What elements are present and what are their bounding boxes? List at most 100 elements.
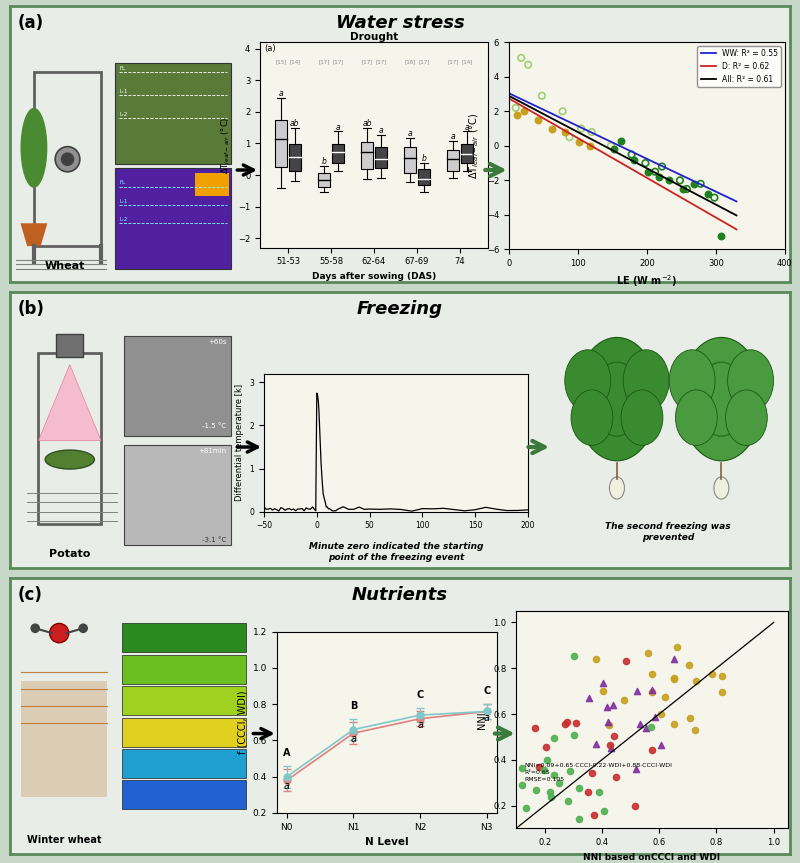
Point bbox=[515, 51, 528, 65]
Point bbox=[618, 694, 630, 708]
Point bbox=[608, 729, 621, 743]
Point bbox=[598, 803, 610, 817]
Point bbox=[545, 122, 558, 135]
Point bbox=[676, 182, 689, 196]
Text: +60s: +60s bbox=[208, 338, 226, 344]
Text: [17]: [17] bbox=[332, 59, 343, 64]
Text: [17]: [17] bbox=[375, 59, 386, 64]
Point bbox=[562, 794, 574, 808]
Polygon shape bbox=[38, 364, 101, 440]
Point bbox=[602, 718, 615, 732]
Point bbox=[518, 104, 530, 118]
Point bbox=[515, 778, 528, 792]
Ellipse shape bbox=[679, 337, 763, 461]
Point bbox=[547, 768, 560, 782]
Point bbox=[530, 784, 542, 797]
Point bbox=[510, 108, 523, 122]
Point bbox=[667, 652, 680, 665]
Point bbox=[619, 654, 632, 668]
Legend: WW: R² = 0.55, D: R² = 0.62, All: R² = 0.61: WW: R² = 0.55, D: R² = 0.62, All: R² = 0… bbox=[698, 46, 781, 87]
X-axis label: NNI based onCCCI and WDI: NNI based onCCCI and WDI bbox=[583, 853, 721, 862]
Point bbox=[655, 707, 668, 721]
Y-axis label: NNI: NNI bbox=[478, 711, 487, 728]
Point bbox=[646, 685, 658, 699]
Point bbox=[519, 801, 532, 815]
Point bbox=[606, 698, 619, 712]
Text: [17]: [17] bbox=[318, 59, 330, 64]
Point bbox=[667, 671, 680, 685]
Point bbox=[531, 113, 544, 127]
Text: ab: ab bbox=[362, 119, 372, 129]
FancyBboxPatch shape bbox=[123, 337, 231, 436]
Circle shape bbox=[50, 623, 69, 643]
Bar bbox=[375, 148, 387, 168]
Point bbox=[535, 89, 548, 103]
Text: +81min: +81min bbox=[198, 448, 226, 454]
Text: A: A bbox=[283, 748, 290, 758]
Text: L-2: L-2 bbox=[119, 112, 127, 117]
Point bbox=[639, 156, 652, 170]
Ellipse shape bbox=[575, 337, 658, 461]
Point bbox=[510, 101, 522, 115]
Point bbox=[590, 737, 602, 751]
Ellipse shape bbox=[669, 350, 715, 412]
Text: B: B bbox=[350, 701, 357, 711]
Point bbox=[596, 684, 609, 698]
Point bbox=[646, 667, 659, 681]
Text: -1.5 °C: -1.5 °C bbox=[202, 423, 226, 429]
Ellipse shape bbox=[571, 390, 613, 445]
Point bbox=[567, 728, 580, 742]
Circle shape bbox=[78, 623, 88, 633]
Text: (a): (a) bbox=[18, 15, 43, 32]
Text: [15]: [15] bbox=[275, 59, 286, 64]
Bar bbox=[418, 169, 430, 186]
X-axis label: Days after sowing (DAS): Days after sowing (DAS) bbox=[312, 272, 436, 281]
Point bbox=[522, 58, 534, 72]
Text: a: a bbox=[335, 123, 340, 131]
Text: L-1: L-1 bbox=[119, 89, 127, 94]
Point bbox=[687, 177, 700, 191]
Bar bbox=[332, 144, 344, 163]
Text: Water stress: Water stress bbox=[336, 15, 464, 32]
X-axis label: N Level: N Level bbox=[365, 837, 409, 847]
Text: a: a bbox=[451, 132, 455, 141]
Text: [14]: [14] bbox=[462, 59, 473, 64]
Text: (a): (a) bbox=[265, 43, 276, 53]
Point bbox=[515, 761, 528, 775]
Point bbox=[629, 799, 642, 813]
Text: a: a bbox=[378, 126, 383, 135]
Point bbox=[667, 717, 680, 731]
Text: Nutrients: Nutrients bbox=[352, 587, 448, 604]
Text: C: C bbox=[483, 686, 490, 696]
Point bbox=[545, 791, 558, 804]
Point bbox=[716, 669, 729, 683]
Point bbox=[658, 690, 671, 703]
Point bbox=[586, 125, 598, 139]
Ellipse shape bbox=[623, 350, 669, 412]
Text: C: C bbox=[417, 690, 424, 700]
Point bbox=[642, 165, 654, 179]
Point bbox=[614, 134, 627, 148]
Point bbox=[689, 723, 702, 737]
Text: [14]: [14] bbox=[289, 59, 301, 64]
Point bbox=[547, 731, 560, 745]
Point bbox=[584, 139, 597, 153]
Text: a: a bbox=[284, 781, 290, 791]
Point bbox=[610, 770, 622, 784]
Point bbox=[646, 744, 659, 758]
Circle shape bbox=[55, 147, 80, 172]
Point bbox=[630, 762, 642, 776]
Ellipse shape bbox=[728, 350, 774, 412]
Y-axis label: ΔT$_{leaf-air}$ (°C): ΔT$_{leaf-air}$ (°C) bbox=[220, 117, 233, 173]
Text: [17]: [17] bbox=[418, 59, 430, 64]
Point bbox=[586, 766, 598, 780]
Point bbox=[558, 717, 571, 731]
Point bbox=[553, 776, 566, 790]
Point bbox=[567, 649, 580, 663]
Bar bbox=[361, 142, 373, 169]
Bar bbox=[461, 144, 473, 163]
Point bbox=[670, 639, 683, 653]
Text: FL: FL bbox=[119, 180, 125, 186]
FancyBboxPatch shape bbox=[114, 63, 231, 164]
Point bbox=[667, 671, 680, 685]
